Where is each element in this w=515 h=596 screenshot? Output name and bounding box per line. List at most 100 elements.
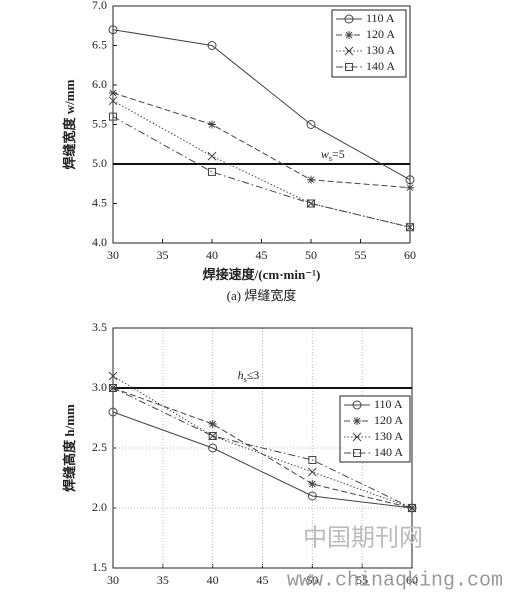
- legend-box: [339, 395, 411, 463]
- y-tick-label: 3.5: [92, 320, 107, 334]
- x-tick-label: 40: [207, 573, 219, 587]
- x-tick-label: 35: [157, 573, 169, 587]
- marker-shape: [306, 199, 316, 208]
- marker: [408, 504, 416, 512]
- y-tick-label: 7.0: [92, 0, 107, 12]
- marker: [345, 63, 353, 71]
- marker: [353, 417, 361, 425]
- legend-label: 140 A: [366, 59, 395, 73]
- series-line: [112, 387, 413, 509]
- y-tick-label: 4.0: [92, 235, 107, 249]
- marker: [307, 199, 315, 208]
- y-axis-label: 焊缝宽度 w/mm: [62, 79, 77, 169]
- reference-symbol: w: [321, 147, 329, 161]
- marker-shape: [352, 432, 362, 442]
- x-tick-label: 30: [107, 573, 119, 587]
- reference-label: ws=5: [321, 147, 345, 163]
- marker-shape: [108, 407, 118, 417]
- x-tick-label: 45: [257, 573, 269, 587]
- x-tick-label: 40: [206, 248, 218, 262]
- marker: [208, 443, 218, 453]
- marker: [308, 456, 317, 464]
- marker: [353, 449, 361, 457]
- marker: [306, 199, 316, 208]
- marker-shape: [109, 112, 117, 121]
- marker: [406, 223, 414, 232]
- marker-shape: [208, 431, 218, 441]
- series-line: [112, 92, 411, 189]
- marker: [307, 491, 317, 501]
- marker-shape: [353, 417, 361, 425]
- marker-shape: [353, 449, 361, 457]
- marker: [344, 46, 354, 56]
- marker: [308, 480, 317, 488]
- y-tick-label: 5.5: [92, 116, 107, 130]
- legend-label: 130 A: [366, 43, 395, 57]
- marker-shape: [345, 31, 353, 39]
- y-tick-label: 6.5: [92, 37, 107, 51]
- y-tick-label: 2.0: [92, 500, 107, 514]
- marker-shape: [307, 467, 317, 477]
- series-line: [112, 116, 411, 228]
- marker-shape: [208, 167, 216, 176]
- y-tick-label: 4.5: [92, 195, 107, 209]
- marker-shape: [208, 120, 216, 129]
- marker: [208, 432, 217, 440]
- x-tick-label: 55: [355, 248, 367, 262]
- marker: [207, 151, 217, 161]
- marker-shape: [344, 46, 354, 56]
- y-tick-label: 1.5: [92, 560, 107, 574]
- x-tick-label: 55: [356, 573, 368, 587]
- legend-label: 110 A: [366, 11, 395, 25]
- marker-shape: [207, 151, 217, 161]
- x-tick-label: 60: [404, 248, 416, 262]
- y-tick-label: 5.0: [92, 156, 107, 170]
- marker-shape: [307, 491, 317, 501]
- marker: [208, 167, 216, 176]
- x-axis-label: 焊接速度/(cm·min⁻¹): [203, 267, 321, 282]
- marker-shape: [308, 456, 317, 464]
- legend-label: 120 A: [366, 27, 395, 41]
- plot-frame: [112, 327, 413, 569]
- watermark-url: www.chinaqking.com: [287, 569, 503, 592]
- legend-label: 120 A: [374, 413, 403, 427]
- reference-text: =5: [332, 147, 345, 161]
- reference-label: hs≤3: [238, 368, 260, 384]
- series-line: [112, 411, 413, 509]
- x-tick-label: 50: [305, 248, 317, 262]
- marker: [208, 431, 218, 441]
- x-tick-label: 30: [107, 248, 119, 262]
- marker-shape: [307, 199, 315, 208]
- marker-shape: [345, 63, 353, 71]
- marker-shape: [109, 384, 117, 392]
- marker: [108, 407, 118, 417]
- marker-shape: [208, 432, 217, 440]
- legend-label: 110 A: [374, 397, 403, 411]
- marker: [352, 432, 362, 442]
- x-tick-label: 35: [157, 248, 169, 262]
- legend-label: 130 A: [374, 429, 403, 443]
- marker: [108, 96, 118, 106]
- marker-shape: [408, 504, 416, 512]
- marker-shape: [352, 400, 362, 410]
- x-tick-label: 60: [406, 573, 418, 587]
- reference-text: ≤3: [247, 368, 260, 382]
- y-tick-label: 3.0: [92, 380, 107, 394]
- series-line: [112, 29, 411, 181]
- reference-subscript: s: [329, 154, 332, 163]
- marker: [109, 112, 117, 121]
- marker-shape: [108, 25, 118, 35]
- marker: [109, 384, 117, 392]
- marker: [109, 88, 117, 97]
- marker-shape: [109, 88, 117, 97]
- marker-shape: [306, 120, 316, 129]
- marker: [307, 467, 317, 477]
- y-axis-label: 焊缝高度 h/mm: [62, 404, 77, 492]
- marker-shape: [406, 223, 414, 232]
- x-tick-label: 50: [306, 573, 318, 587]
- series-line: [112, 375, 413, 509]
- marker: [207, 41, 217, 50]
- marker: [307, 175, 315, 184]
- chart-caption: (a) 焊缝宽度: [227, 288, 297, 303]
